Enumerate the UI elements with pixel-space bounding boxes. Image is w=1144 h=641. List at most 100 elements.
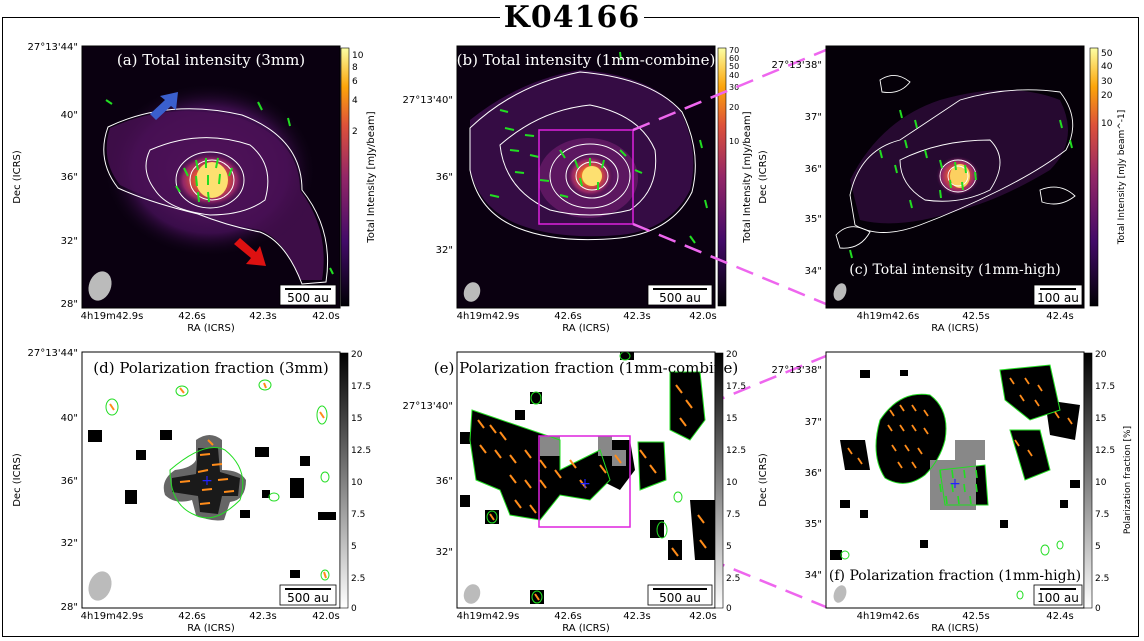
scalebar-d: 500 au <box>287 591 329 605</box>
panel-e: + 500 au (e) Polarization fraction (1mm-… <box>402 350 769 634</box>
scalebar-b: 500 au <box>659 291 701 305</box>
colorbar-a-label: Total Intensity [mJy/beam] <box>366 111 377 243</box>
ytick-f-3: 35" <box>805 519 822 530</box>
colorbar-a <box>340 47 350 307</box>
panel-a-xticks: 4h19m42.9s 42.6s 42.3s 42.0s <box>81 311 340 322</box>
colorbar-b-label: Total Intensity [mJy/beam] <box>742 111 753 243</box>
cbtick-d-2: 15 <box>351 414 362 424</box>
zoom-box-b <box>538 129 634 225</box>
xtick-c-2: 42.4s <box>1046 311 1073 322</box>
panel-b: 500 au (b) Total intensity (1mm-combine)… <box>402 45 769 334</box>
beam-ellipse-b <box>463 282 481 302</box>
colorbar-e <box>714 352 724 609</box>
panel-d-ylabel: Dec (ICRS) <box>12 453 23 507</box>
xtick-b-3: 42.0s <box>689 311 716 322</box>
xtick-a-2: 42.3s <box>249 311 276 322</box>
panel-c-vectors <box>849 109 1073 259</box>
xtick-e-2: 42.3s <box>623 611 650 622</box>
panel-d-xlabel: RA (ICRS) <box>187 623 235 634</box>
beam-ellipse-a <box>88 271 112 301</box>
cbtick-f-5: 7.5 <box>1095 510 1109 520</box>
cbtick-d-1: 17.5 <box>351 382 371 392</box>
beam-ellipse-f <box>833 585 847 603</box>
colorbar-b-ticks: 70 60 50 40 30 20 10 <box>729 46 739 146</box>
xtick-d-0: 4h19m42.9s <box>81 611 144 622</box>
red-outflow-arrow <box>234 238 266 266</box>
cbtick-c-4: 10 <box>1101 119 1113 129</box>
cbtick-d-0: 20 <box>351 350 363 360</box>
colorbar-f-ticks: 20 17.5 15 12.5 10 7.5 5 2.5 0 <box>1095 350 1115 614</box>
cbtick-f-2: 15 <box>1095 414 1106 424</box>
panel-d-vectors <box>109 382 327 579</box>
cbtick-d-8: 0 <box>351 604 357 614</box>
panel-a-vectors <box>105 99 334 275</box>
cbtick-f-8: 0 <box>1095 604 1101 614</box>
cbtick-e-2: 15 <box>726 414 737 424</box>
ytick-b-2: 32" <box>436 245 453 256</box>
protostar-marker-d: + <box>201 473 213 489</box>
cbtick-e-1: 17.5 <box>726 382 746 392</box>
colorbar-c-label: Total Intensity [mJy beam^-1] <box>1117 110 1127 246</box>
colorbar-c <box>1089 47 1099 307</box>
cbtick-c-2: 30 <box>1101 77 1113 87</box>
colorbar-e-ticks: 20 17.5 15 12.5 10 7.5 5 2.5 0 <box>726 350 746 614</box>
panel-a-xlabel: RA (ICRS) <box>187 323 235 334</box>
cbtick-d-5: 7.5 <box>351 510 365 520</box>
panel-f-vectors <box>847 377 1073 469</box>
blue-outflow-arrow <box>150 92 178 120</box>
colorbar-f-label: Polarization fraction [%] <box>1123 426 1133 534</box>
cbtick-a-4: 2 <box>352 127 358 137</box>
xtick-a-0: 4h19m42.9s <box>81 311 144 322</box>
ytick-a-1: 40" <box>61 110 78 121</box>
xtick-e-1: 42.6s <box>554 611 581 622</box>
panel-c-xlabel: RA (ICRS) <box>931 323 979 334</box>
cbtick-b-1: 60 <box>729 54 739 63</box>
panel-f-title: (f) Polarization fraction (1mm-high) <box>829 568 1081 584</box>
protostar-marker-e: + <box>579 476 591 492</box>
zoom-box-e <box>538 435 631 528</box>
xtick-b-0: 4h19m42.9s <box>457 311 520 322</box>
cbtick-a-2: 6 <box>352 77 358 87</box>
ytick-d-0: 27°13'44" <box>27 348 78 359</box>
xtick-d-3: 42.0s <box>312 611 339 622</box>
cbtick-e-0: 20 <box>726 350 738 360</box>
panel-f-xlabel: RA (ICRS) <box>931 623 979 634</box>
beam-ellipse-e <box>463 584 481 604</box>
panel-c-title: (c) Total intensity (1mm-high) <box>849 262 1060 278</box>
cbtick-f-4: 10 <box>1095 478 1107 488</box>
xtick-e-3: 42.0s <box>689 611 716 622</box>
panel-f-yticks: 27°13'38" 37" 36" 35" 34" <box>771 365 822 581</box>
ytick-f-0: 27°13'38" <box>771 365 822 376</box>
cbtick-c-0: 50 <box>1101 49 1113 59</box>
scalebar-c: 100 au <box>1037 291 1079 305</box>
ytick-f-4: 34" <box>805 570 822 581</box>
beam-ellipse-d <box>88 571 112 601</box>
panel-c: 100 au (c) Total intensity (1mm-high) 27… <box>771 45 1127 334</box>
cbtick-b-2: 50 <box>729 62 739 71</box>
ytick-d-2: 36" <box>61 476 78 487</box>
panel-a: 500 au (a) Total intensity (3mm) 27°13'4… <box>12 42 377 334</box>
panel-e-title: (e) Polarization fraction (1mm-combine) <box>434 359 738 377</box>
colorbar-b <box>717 47 727 307</box>
panel-f-xticks: 4h19m42.6s 42.5s 42.4s <box>857 611 1074 622</box>
ytick-d-1: 40" <box>61 413 78 424</box>
xtick-a-3: 42.0s <box>312 311 339 322</box>
xtick-f-0: 4h19m42.6s <box>857 611 920 622</box>
xtick-c-1: 42.5s <box>962 311 989 322</box>
panel-c-ylabel: Dec (ICRS) <box>758 150 769 204</box>
cbtick-b-3: 40 <box>729 71 739 80</box>
panel-b-vectors <box>489 51 708 244</box>
xtick-e-0: 4h19m42.9s <box>457 611 520 622</box>
cbtick-e-3: 12.5 <box>726 446 746 456</box>
panel-b-yticks: 27°13'40" 36" 32" <box>402 95 453 256</box>
ytick-e-1: 36" <box>436 476 453 487</box>
cbtick-f-1: 17.5 <box>1095 382 1115 392</box>
colorbar-a-ticks: 10 8 6 4 2 <box>352 51 364 137</box>
ytick-e-0: 27°13'40" <box>402 401 453 412</box>
panel-e-yticks: 27°13'40" 36" 32" <box>402 401 453 558</box>
xtick-d-2: 42.3s <box>249 611 276 622</box>
cbtick-e-8: 0 <box>726 604 732 614</box>
cbtick-e-6: 5 <box>726 542 732 552</box>
colorbar-f <box>1083 352 1093 609</box>
